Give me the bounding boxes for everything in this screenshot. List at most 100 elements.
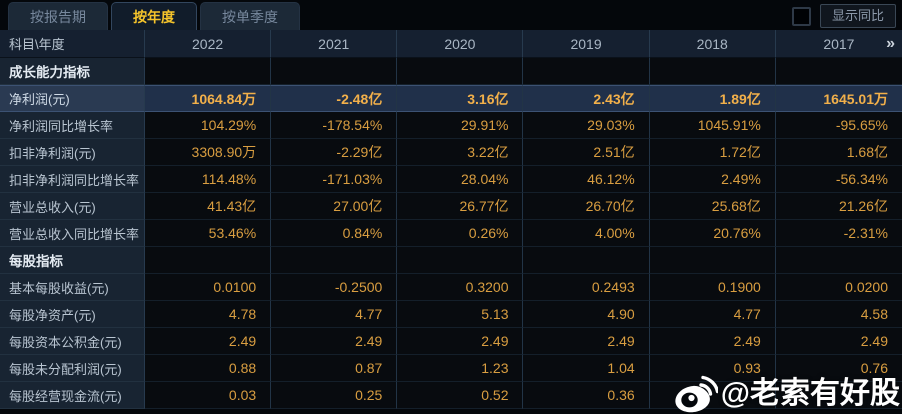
cell-value: 25.68亿 [649, 193, 776, 220]
cell-value: 4.77 [649, 301, 776, 328]
cell-value: 1045.91% [649, 112, 776, 139]
cell-value: 0.52 [397, 382, 524, 409]
cell-value: 0.2493 [523, 274, 650, 301]
cell-value [523, 58, 650, 85]
cell-value: -2.31% [775, 220, 902, 247]
cell-value [775, 382, 902, 409]
year-header: 2018 [649, 30, 776, 58]
cell-value [649, 382, 776, 409]
cell-value: -171.03% [271, 166, 398, 193]
cell-value: 0.88 [145, 355, 272, 382]
cell-value: 5.13 [397, 301, 524, 328]
cell-value: 0.26% [397, 220, 524, 247]
row-label: 每股净资产(元) [0, 301, 145, 328]
show-yoy-checkbox[interactable] [791, 6, 811, 26]
cell-value: 1.23 [397, 355, 524, 382]
cell-value [523, 247, 650, 274]
cell-value: 0.36 [523, 382, 650, 409]
table-row[interactable]: 基本每股收益(元) 0.0100 -0.2500 0.3200 0.2493 0.1900… [0, 274, 902, 301]
header-row: 科目\年度 2022 2021 2020 2019 2018 2017» [0, 30, 902, 58]
row-label: 扣非净利润同比增长率 [0, 166, 145, 193]
row-label: 成长能力指标 [0, 58, 145, 85]
cell-value: 1.89亿 [649, 85, 776, 112]
more-years-icon[interactable]: » [886, 34, 895, 52]
cell-value: 0.84% [271, 220, 398, 247]
cell-value: 1645.01万 [775, 85, 902, 112]
tab-inactive[interactable]: 按报告期 [8, 2, 108, 30]
table-row[interactable]: 每股经营现金流(元) 0.03 0.25 0.52 0.36 [0, 382, 902, 409]
cell-value: -2.48亿 [271, 85, 398, 112]
cell-value [649, 247, 776, 274]
cell-value: 0.0200 [775, 274, 902, 301]
cell-value: 2.49 [523, 328, 650, 355]
table-row[interactable]: 净利润同比增长率 104.29% -178.54% 29.91% 29.03% 1045.… [0, 112, 902, 139]
cell-value: 28.04% [397, 166, 524, 193]
cell-value: 29.03% [523, 112, 650, 139]
cell-value: 29.91% [397, 112, 524, 139]
tab-inactive[interactable]: 按单季度 [200, 2, 300, 30]
cell-value: 4.58 [775, 301, 902, 328]
cell-value [649, 58, 776, 85]
cell-value: 2.49 [649, 328, 776, 355]
cell-value [271, 58, 398, 85]
table-row[interactable]: 营业总收入同比增长率 53.46% 0.84% 0.26% 4.00% 20.76% -2.… [0, 220, 902, 247]
cell-value: 4.90 [523, 301, 650, 328]
cell-value: 2.43亿 [523, 85, 650, 112]
row-label: 每股指标 [0, 247, 145, 274]
cell-value: 4.77 [271, 301, 398, 328]
cell-value: 3.16亿 [397, 85, 524, 112]
row-label: 净利润(元) [0, 85, 145, 112]
table-row[interactable]: 净利润(元) 1064.84万 -2.48亿 3.16亿 2.43亿 1.89亿 1645.… [0, 85, 902, 112]
show-yoy-button[interactable]: 显示同比 [819, 4, 896, 28]
table-row[interactable]: 每股指标 [0, 247, 902, 274]
tab-controls: 显示同比 [791, 4, 896, 28]
cell-value [775, 58, 902, 85]
cell-value [145, 247, 272, 274]
cell-value: 0.3200 [397, 274, 524, 301]
cell-value: 27.00亿 [271, 193, 398, 220]
table-row[interactable]: 扣非净利润同比增长率 114.48% -171.03% 28.04% 46.12% 2.4… [0, 166, 902, 193]
cell-value: 0.25 [271, 382, 398, 409]
cell-value: 0.0100 [145, 274, 272, 301]
tab-list: 按报告期 按年度 按单季度 [8, 2, 303, 30]
year-header: 2022 [145, 30, 272, 58]
cell-value: 1.04 [523, 355, 650, 382]
cell-value: 4.00% [523, 220, 650, 247]
cell-value: 2.49 [397, 328, 524, 355]
tab-active[interactable]: 按年度 [111, 2, 197, 30]
cell-value: 26.77亿 [397, 193, 524, 220]
financial-table: 科目\年度 2022 2021 2020 2019 2018 2017» 成长能力指标 净利润(… [0, 30, 902, 409]
cell-value: 53.46% [145, 220, 272, 247]
cell-value: -2.29亿 [271, 139, 398, 166]
table-row[interactable]: 每股净资产(元) 4.78 4.77 5.13 4.90 4.77 4.58 [0, 301, 902, 328]
cell-value: 104.29% [145, 112, 272, 139]
cell-value [397, 58, 524, 85]
cell-value: 1064.84万 [145, 85, 272, 112]
year-header: 2020 [397, 30, 524, 58]
cell-value: 3.22亿 [397, 139, 524, 166]
row-label: 每股经营现金流(元) [0, 382, 145, 409]
table-row[interactable]: 营业总收入(元) 41.43亿 27.00亿 26.77亿 26.70亿 25.68亿 21… [0, 193, 902, 220]
cell-value: 114.48% [145, 166, 272, 193]
row-label: 营业总收入同比增长率 [0, 220, 145, 247]
row-label: 基本每股收益(元) [0, 274, 145, 301]
year-header: 2021 [271, 30, 398, 58]
cell-value [145, 58, 272, 85]
cell-value: 1.68亿 [775, 139, 902, 166]
table-row[interactable]: 每股未分配利润(元) 0.88 0.87 1.23 1.04 0.93 0.76 [0, 355, 902, 382]
cell-value: 21.26亿 [775, 193, 902, 220]
table-row[interactable]: 扣非净利润(元) 3308.90万 -2.29亿 3.22亿 2.51亿 1.72亿 1.6… [0, 139, 902, 166]
cell-value: 2.51亿 [523, 139, 650, 166]
cell-value: 4.78 [145, 301, 272, 328]
cell-value: -95.65% [775, 112, 902, 139]
cell-value: 2.49 [145, 328, 272, 355]
table-row[interactable]: 每股资本公积金(元) 2.49 2.49 2.49 2.49 2.49 2.49 [0, 328, 902, 355]
cell-value: 0.93 [649, 355, 776, 382]
cell-value: 0.03 [145, 382, 272, 409]
table-row[interactable]: 成长能力指标 [0, 58, 902, 85]
cell-value: 41.43亿 [145, 193, 272, 220]
cell-value [775, 247, 902, 274]
cell-value: 26.70亿 [523, 193, 650, 220]
cell-value: 2.49 [775, 328, 902, 355]
cell-value: -56.34% [775, 166, 902, 193]
